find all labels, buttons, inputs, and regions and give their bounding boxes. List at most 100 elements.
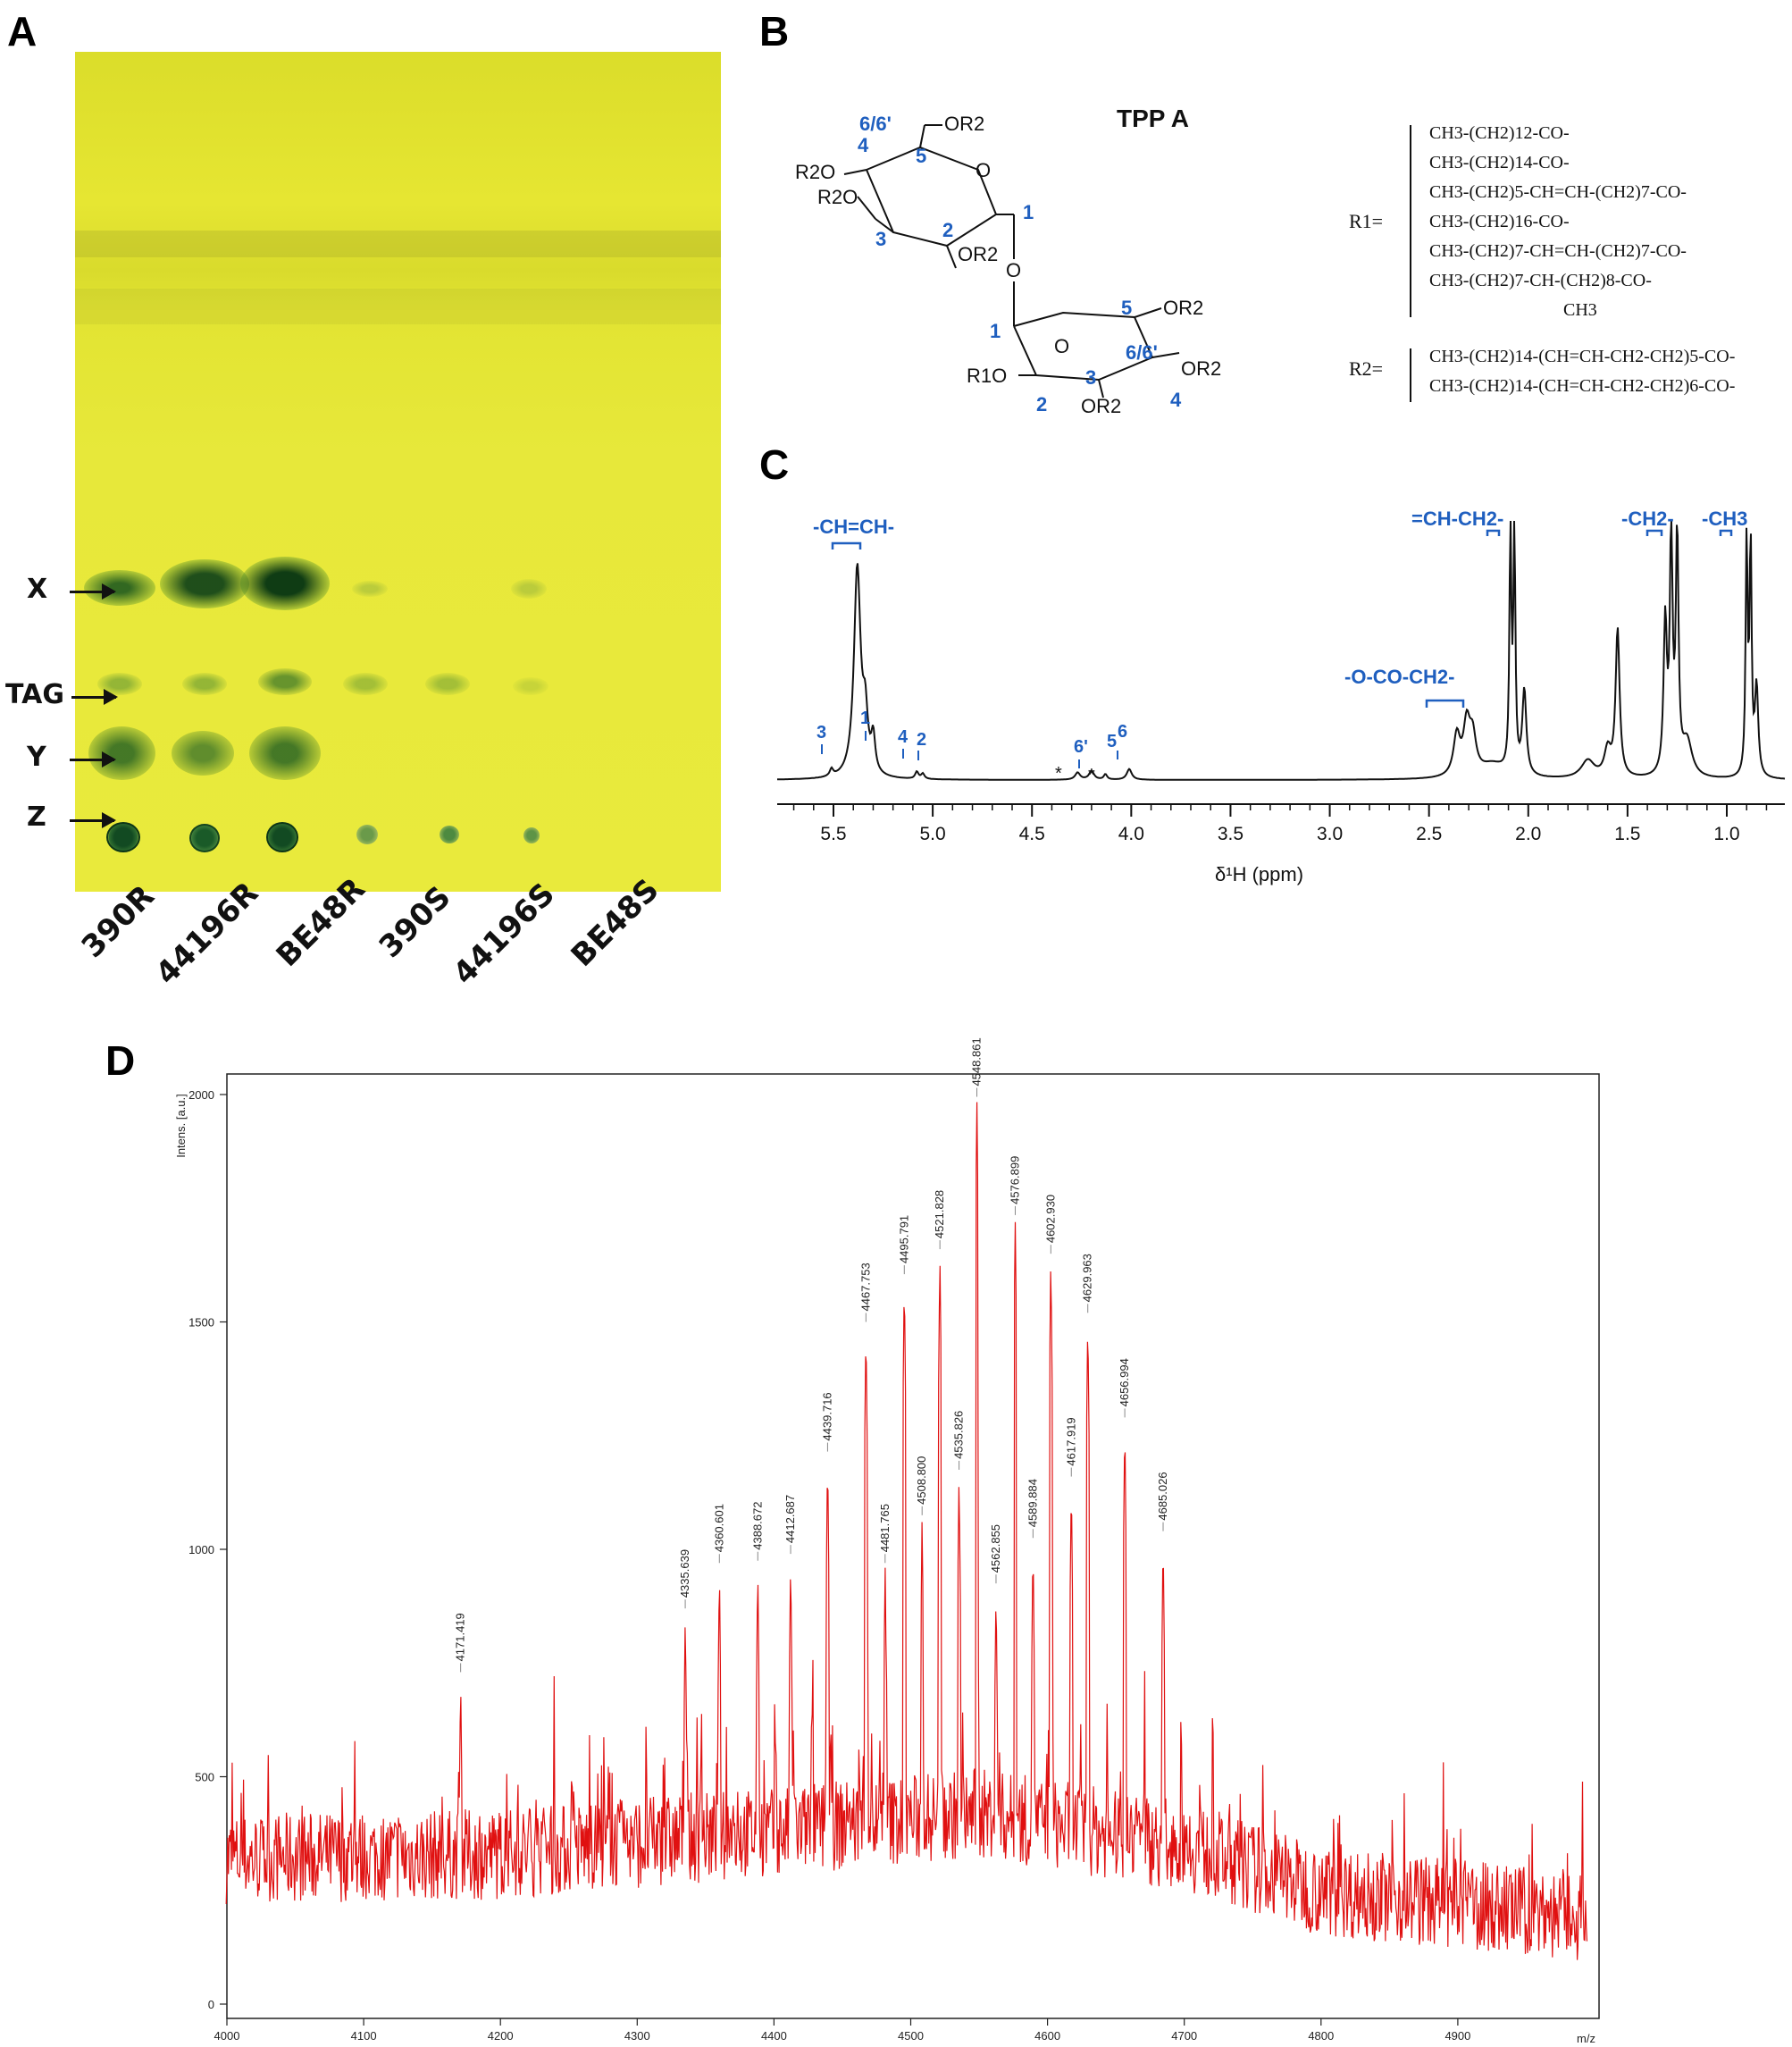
band-label-tag: TAG [5,679,64,710]
ms-x-tick-label: 4400 [761,2029,787,2043]
panel-letter-d: D [105,1037,136,1084]
ms-peak-label: 4656.994 [1118,1358,1131,1406]
ms-peak-label: 4617.919 [1064,1417,1077,1465]
peak-label-1: 1 [860,709,870,728]
atom-bottom-66: 6/6' [1126,341,1158,364]
lane-label-44196S: 44196S [446,876,562,992]
nmr-tick-label: 4.5 [1019,824,1045,844]
structure-diagram: TPP A OR2 R2O R2O O OR2 O OR2 O R1O OR2 … [795,105,1221,417]
ms-peak-label: 4521.828 [933,1190,946,1238]
title: TPP A [1117,105,1189,132]
atom-top-1: 1 [1023,201,1034,223]
spot-y-390R [88,726,155,780]
ms-y-tick-label: 500 [195,1771,214,1784]
ms-peak-label: 4171.419 [454,1613,467,1661]
ms-x-tick-label: 4600 [1034,2029,1060,2043]
arrow-y [70,751,116,768]
ms-peak-label: 4602.930 [1043,1195,1057,1243]
panel-letter-c: C [759,441,790,488]
ms-peak-label: 4467.753 [858,1263,872,1311]
group-label-chch: -CH=CH- [813,516,894,538]
spot-z-BE48S [523,827,540,843]
sub-bottom-or2-6: OR2 [1163,297,1203,319]
peak-label-6prime: 6' [1074,737,1088,757]
ms-peak-label: 4495.791 [897,1215,910,1263]
r1-bracket [1410,125,1411,317]
tlc-plate [75,52,721,892]
group-label-ococh2: -O-CO-CH2- [1344,666,1454,688]
ms-xlabel: m/z [1577,2032,1595,2045]
spot-x-BE48R [240,557,330,610]
atom-top-66: 6/6' [859,113,892,135]
sub-bottom-r1o: R1O [967,365,1007,387]
group-label-ch2: -CH2- [1621,508,1674,530]
arrow-tag [71,689,118,705]
sub-top-r2o-3: R2O [817,186,858,208]
peak-star-2: * [1088,766,1095,785]
spot-z-390S [356,825,378,844]
atom-bottom-5: 5 [1121,297,1132,319]
ms-x-tick-label: 4000 [214,2029,240,2043]
atom-top-2: 2 [942,219,953,241]
ms-x-tick-label: 4700 [1171,2029,1197,2043]
peak-label-6: 6 [1118,722,1127,742]
r1-item: CH3-(CH2)16-CO- [1429,212,1570,231]
linker-o: O [1006,259,1021,281]
ms-peak-label: 4548.861 [970,1037,984,1086]
band-label-x: X [27,574,48,605]
ms-peak-label: 4335.639 [678,1549,691,1598]
ms-peak-label: 4576.899 [1008,1156,1021,1204]
atom-bottom-3: 3 [1085,366,1096,389]
spot-x-390R [84,570,155,606]
lane-label-390S: 390S [372,879,458,965]
nmr-tick-label: 4.0 [1118,824,1144,844]
peak-label-4: 4 [898,727,909,747]
group-label-chch2: =CH-CH2- [1411,508,1503,530]
spot-z-BE48R [266,822,298,852]
r1-item: CH3-(CH2)5-CH=CH-(CH2)7-CO- [1429,182,1687,202]
ms-peak-label: 4629.963 [1081,1254,1094,1302]
atom-top-3: 3 [875,228,886,250]
ms-x-tick-label: 4900 [1444,2029,1470,2043]
r2-label: R2= [1349,357,1384,380]
nmr-xlabel: δ¹H (ppm) [1215,863,1303,885]
spot-x-44196R [160,559,249,608]
band-label-z: Z [27,801,46,833]
sub-bottom-or2-3: OR2 [1081,395,1121,417]
nmr-tick-label: 1.0 [1713,824,1739,844]
nmr-trace [777,520,1786,781]
ms-peak-label: 4388.672 [750,1501,764,1549]
ms-peak-label: 4508.800 [915,1456,928,1505]
ms-peak-label: 4535.826 [952,1411,966,1459]
sub-bottom-or2-4: OR2 [1181,357,1221,380]
r2-bracket [1410,348,1411,402]
group-label-ch3: -CH3 [1702,508,1747,530]
r1-item: CH3-(CH2)14-CO- [1429,153,1570,172]
ms-trace [225,1102,1588,1960]
r2-item: CH3-(CH2)14-(CH=CH-CH2-CH2)6-CO- [1429,376,1736,396]
atom-top-5: 5 [916,145,926,167]
spot-tag-44196R [182,673,227,695]
spot-tag-BE48S [513,677,548,695]
ms-y-tick-label: 1000 [188,1543,214,1556]
atom-top-4: 4 [858,134,869,156]
spot-tag-390S [343,673,388,695]
spot-y-BE48R [249,726,321,780]
spot-tag-44196S [425,673,470,695]
nmr-tick-label: 5.0 [920,824,946,844]
nmr-tick-label: 2.0 [1515,824,1541,844]
spot-z-44196R [189,824,220,852]
sub-top-r2o-4: R2O [795,161,835,183]
panel-letter-b: B [759,8,790,55]
ms-x-tick-label: 4100 [351,2029,377,2043]
ms-peak-label: 4439.716 [820,1392,833,1440]
nmr-tick-label: 5.5 [820,824,846,844]
spot-z-44196S [440,826,459,843]
ms-peak-label: 4412.687 [783,1495,797,1543]
nmr-tick-label: 1.5 [1614,824,1640,844]
ms-x-tick-label: 4500 [898,2029,924,2043]
sub-top-ring-o: O [976,159,991,181]
panel-letter-a: A [7,8,38,55]
sub-top-or2-6: OR2 [944,113,984,135]
peak-star-1: * [1055,764,1062,784]
